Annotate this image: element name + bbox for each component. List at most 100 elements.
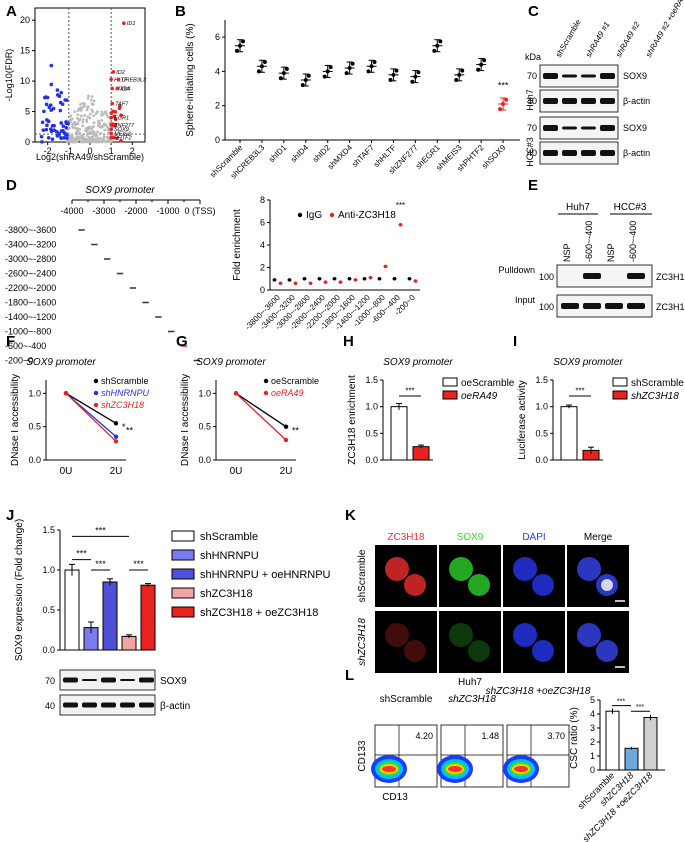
- blot-band: [581, 126, 596, 130]
- legend-text: oeScramble: [271, 376, 319, 386]
- y-tick-label: 0.0: [535, 455, 548, 465]
- legend-text: shZC3H18: [200, 588, 253, 600]
- y-tick-label: 1.5: [365, 375, 378, 385]
- scatter-point-ns: [75, 139, 79, 143]
- scatter-point-down: [43, 95, 47, 100]
- scatter-point-up: [109, 135, 113, 140]
- legend-marker: [263, 390, 269, 396]
- data-point: [498, 107, 503, 112]
- scatter-point-ns: [71, 126, 75, 129]
- y-axis-label: Sphere-initiating cells (%): [185, 23, 196, 136]
- panel-letter: K: [345, 507, 356, 524]
- significance-mark: ***: [405, 386, 414, 395]
- chart-title: Huh7: [458, 677, 482, 688]
- scatter-point-ns: [68, 126, 71, 130]
- panel-letter: G: [176, 333, 188, 350]
- region-label: -1400~-1200: [5, 312, 56, 322]
- kda-marker: 40: [45, 701, 55, 711]
- blot-protein-label: β-actin: [623, 96, 650, 106]
- blot-protein-label: β-actin: [623, 148, 650, 158]
- bar: [605, 710, 620, 771]
- row-label: shScramble: [357, 549, 368, 602]
- blot-band: [605, 303, 623, 309]
- blot-frame: [556, 294, 653, 318]
- data-point: [328, 65, 333, 70]
- y-tick-label: 10: [20, 76, 30, 86]
- scatter-point-ns: [99, 136, 102, 140]
- y-axis-label: -Log10(FDR): [4, 49, 14, 102]
- scatter-point-ns: [104, 140, 108, 144]
- y-axis-label: ZC3H18 enrichment: [347, 375, 358, 465]
- scatter-point-up: [119, 138, 123, 143]
- scatter-point-down: [45, 95, 50, 100]
- region-label: -2200~-2000: [5, 283, 56, 293]
- scatter-point-ns: [98, 122, 101, 126]
- region-label: -1000~-800: [5, 327, 51, 337]
- blot-band: [600, 73, 615, 79]
- condition-label: shZC3H18 +oeZC3H18: [486, 686, 591, 697]
- scatter-point-ns: [90, 140, 94, 144]
- scatter-point-ns: [86, 105, 90, 109]
- significance-mark: ***: [617, 699, 625, 706]
- data-point: [113, 434, 119, 439]
- scatter-point-down: [55, 134, 60, 138]
- scatter-point-ns: [88, 131, 92, 134]
- scatter-point-up: [110, 101, 115, 106]
- scatter-point-ns: [76, 109, 80, 113]
- kda-marker: 40: [527, 148, 537, 158]
- scatter-point-up: [109, 111, 114, 115]
- scatter-point-down: [49, 108, 53, 112]
- bar: [121, 635, 137, 651]
- scatter-point-ns: [88, 112, 92, 116]
- scatter-point-ns: [69, 114, 73, 118]
- data-point: [413, 74, 418, 79]
- scatter-point-ns: [75, 135, 79, 139]
- blot-frame: [539, 141, 619, 165]
- scatter-point-ns: [87, 94, 90, 98]
- data-point: [281, 71, 286, 76]
- significance-mark: ***: [133, 559, 144, 569]
- x-tick-label: -1: [65, 146, 73, 156]
- legend-text: oeScramble: [461, 378, 515, 389]
- y-tick-label: 0.0: [198, 455, 211, 465]
- gene-label: CREB3L3: [122, 77, 147, 83]
- x-tick-label: shTAF7: [350, 143, 376, 169]
- data-point: [306, 73, 311, 78]
- legend-swatch: [171, 606, 195, 618]
- blot-band: [627, 273, 645, 279]
- scatter-point-ns: [93, 139, 97, 143]
- scatter-point-ns: [76, 113, 80, 117]
- cell-nucleus: [513, 557, 537, 581]
- blot-protein-label: β-actin: [160, 701, 190, 712]
- bar: [102, 581, 118, 651]
- legend-text: shHNRNPU + oeHNRNPU: [200, 569, 331, 581]
- scatter-point-down: [44, 127, 49, 132]
- data-point: [113, 439, 119, 444]
- density-blob: [514, 766, 528, 772]
- scatter-point-ns: [80, 136, 83, 140]
- scatter-point-down: [58, 108, 63, 113]
- blot-band: [63, 702, 78, 708]
- x-tick-label: -2: [44, 146, 52, 156]
- scatter-point-ns: [105, 112, 109, 116]
- scatter-point-down: [39, 134, 44, 139]
- scatter-point-up: [115, 86, 120, 91]
- legend-text: shHNRNPU: [200, 550, 259, 562]
- significance-mark: **: [292, 425, 300, 435]
- scatter-point-down: [50, 137, 55, 141]
- bar: [412, 446, 430, 461]
- scatter-point-ns: [78, 128, 81, 131]
- scatter-point-ns: [106, 128, 110, 131]
- scatter-point-down: [55, 88, 60, 92]
- gene-label: ZNF277: [113, 123, 135, 129]
- region-label: -2600~-2400: [5, 269, 56, 279]
- data-point: [63, 391, 69, 396]
- scatter-point-ns: [98, 125, 102, 129]
- y-tick-label: 4: [215, 66, 220, 76]
- legend-swatch: [612, 377, 628, 387]
- lane-label: -600~-400: [628, 221, 638, 262]
- scatter-point-ns: [65, 140, 69, 144]
- data-point: [325, 69, 330, 74]
- gene-label: SOX9: [114, 127, 129, 133]
- scatter-point-down: [49, 127, 53, 131]
